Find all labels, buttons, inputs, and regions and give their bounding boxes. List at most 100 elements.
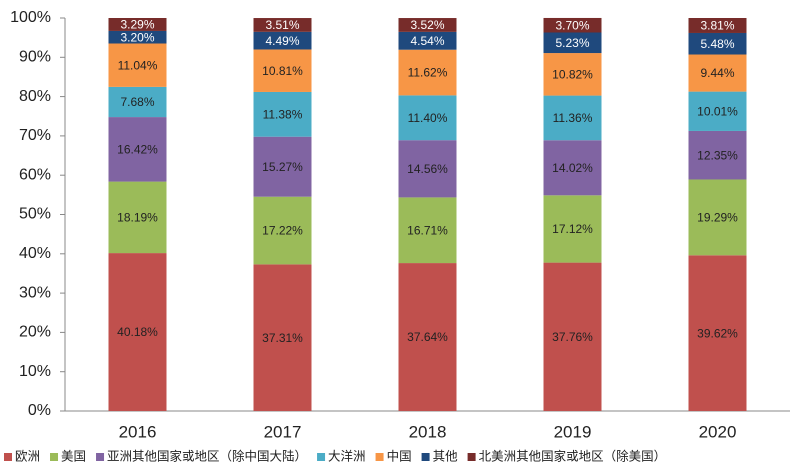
- bar-segment: [108, 86, 167, 118]
- y-tick-label: 30%: [19, 284, 51, 301]
- data-label: 17.12%: [552, 222, 593, 236]
- bar-segment: [398, 263, 457, 411]
- data-label: 19.29%: [697, 211, 738, 225]
- bar-segment: [108, 43, 167, 87]
- bar-segment: [253, 18, 312, 32]
- bar-segment: [543, 53, 602, 96]
- bar-segment: [108, 18, 167, 31]
- bar-segment: [543, 32, 602, 54]
- y-tick-label: 60%: [19, 166, 51, 183]
- legend-swatch: [96, 453, 105, 461]
- bar-segment: [543, 17, 602, 33]
- data-label: 14.02%: [552, 161, 593, 175]
- legend-label: 中国: [387, 448, 412, 463]
- data-label: 4.54%: [410, 34, 444, 48]
- data-label: 10.82%: [552, 67, 593, 81]
- data-label: 11.04%: [118, 58, 158, 72]
- data-label: 18.19%: [117, 211, 158, 225]
- legend-swatch: [375, 453, 384, 461]
- bar-segment: [253, 31, 312, 50]
- bar-segment: [688, 32, 747, 55]
- bar-segment: [108, 30, 167, 44]
- data-label: 11.62%: [408, 66, 448, 80]
- bar-segment: [688, 91, 747, 131]
- x-tick-label: 2020: [699, 422, 737, 441]
- bar-segment: [688, 54, 747, 92]
- x-tick-label: 2017: [264, 422, 302, 441]
- bar-segment: [108, 117, 167, 182]
- data-label: 11.40%: [408, 111, 448, 125]
- bar-segment: [398, 49, 457, 96]
- x-tick-label: 2016: [119, 422, 157, 441]
- bar-segment: [543, 95, 602, 141]
- bar-segment: [543, 195, 602, 263]
- bar-segment: [398, 31, 457, 50]
- bar-segment: [398, 18, 457, 32]
- data-label: 37.76%: [552, 330, 593, 344]
- data-label: 9.44%: [700, 66, 734, 80]
- data-label: 4.49%: [265, 34, 299, 48]
- data-label: 3.20%: [120, 30, 154, 44]
- y-tick-label: 20%: [19, 324, 51, 341]
- y-tick-label: 70%: [19, 127, 51, 144]
- data-label: 40.18%: [117, 325, 158, 339]
- legend-label: 北美洲其他国家或地区（除美国）: [479, 448, 667, 463]
- data-label: 17.22%: [262, 224, 303, 238]
- legend-swatch: [467, 453, 476, 461]
- bar-segment: [108, 181, 167, 254]
- legend-label: 欧洲: [15, 449, 40, 463]
- x-tick-label: 2018: [409, 422, 447, 441]
- data-label: 3.29%: [120, 18, 154, 32]
- y-tick-label: 90%: [19, 49, 51, 66]
- bar-segment: [543, 262, 602, 411]
- x-tick-label: 2019: [554, 422, 592, 441]
- bar-segment: [543, 140, 602, 196]
- y-tick-label: 0%: [28, 402, 51, 419]
- bar-segment: [398, 140, 457, 198]
- data-label: 16.71%: [407, 223, 448, 237]
- bar-segment: [253, 49, 312, 92]
- legend-swatch: [50, 453, 59, 461]
- data-label: 10.81%: [262, 64, 303, 78]
- bar-segment: [253, 91, 312, 137]
- legend-swatch: [421, 453, 430, 461]
- data-label: 37.64%: [407, 330, 448, 344]
- data-label: 5.48%: [700, 37, 734, 51]
- y-tick-label: 40%: [19, 245, 51, 262]
- bar-segment: [398, 95, 457, 141]
- legend-label: 亚洲其他国家或地区（除中国大陆）: [107, 448, 307, 463]
- bar-segment: [688, 255, 747, 411]
- data-label: 39.62%: [697, 326, 738, 340]
- y-tick-label: 10%: [19, 363, 51, 380]
- legend-label: 其他: [433, 449, 459, 463]
- data-label: 5.23%: [555, 36, 589, 50]
- data-label: 10.01%: [697, 104, 738, 118]
- y-tick-label: 80%: [19, 88, 51, 105]
- data-label: 14.56%: [407, 162, 448, 176]
- data-label: 3.81%: [700, 19, 734, 33]
- bar-segment: [253, 136, 312, 197]
- bar-segment: [253, 264, 312, 411]
- bar-segment: [398, 197, 457, 264]
- bar-segment: [108, 253, 167, 411]
- legend-label: 大洋洲: [328, 448, 366, 463]
- data-label: 15.27%: [262, 160, 303, 174]
- y-tick-label: 50%: [19, 206, 51, 223]
- data-label: 12.35%: [697, 148, 738, 162]
- data-label: 16.42%: [117, 143, 158, 157]
- data-label: 3.51%: [265, 18, 299, 32]
- bar-segment: [688, 18, 747, 33]
- data-label: 3.70%: [555, 18, 589, 32]
- bar-segment: [688, 179, 747, 256]
- y-tick-label: 100%: [10, 9, 51, 26]
- data-label: 3.52%: [410, 18, 444, 32]
- bar-segment: [253, 196, 312, 265]
- legend-swatch: [4, 453, 12, 461]
- data-label: 37.31%: [262, 331, 303, 345]
- legend-swatch: [317, 453, 326, 461]
- legend-label: 美国: [61, 449, 86, 463]
- data-label: 11.36%: [553, 111, 593, 125]
- bar-segment: [688, 130, 747, 180]
- data-label: 7.68%: [120, 95, 154, 109]
